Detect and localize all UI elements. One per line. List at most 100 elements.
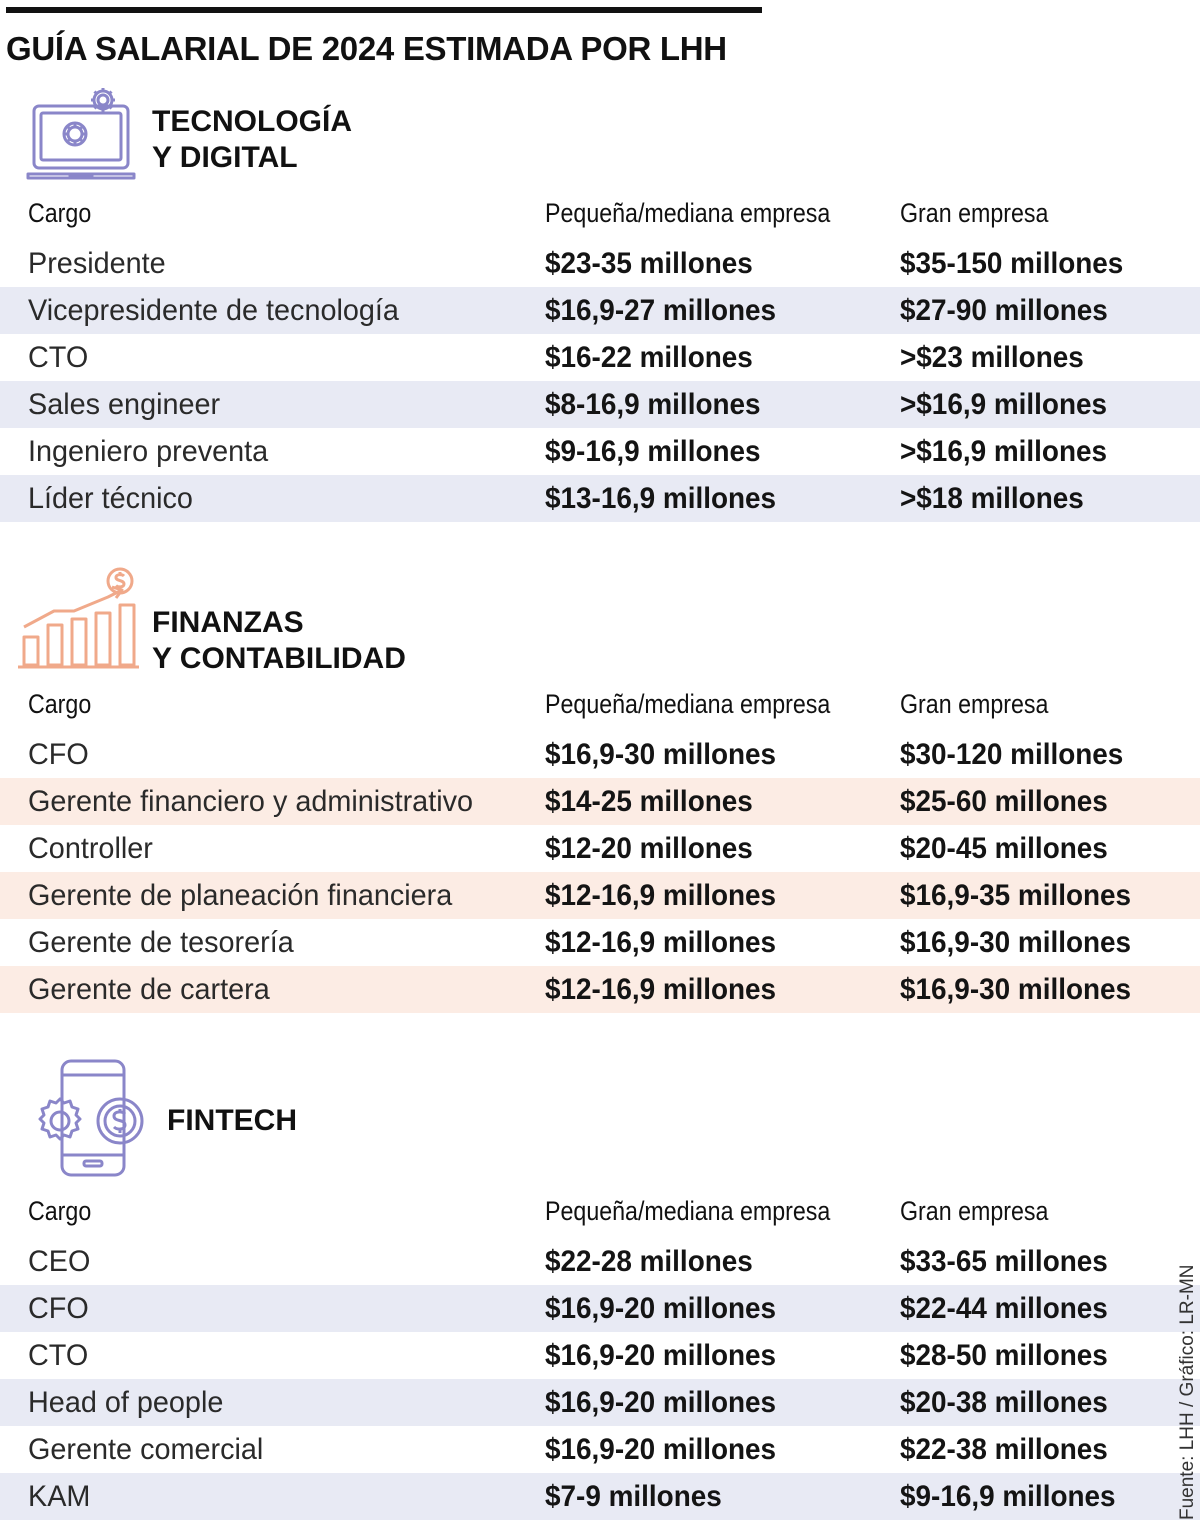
cell-cargo: CTO	[28, 1339, 89, 1372]
cell-salary: $12-16,9 millones	[545, 973, 777, 1006]
section-finanzas: FINANZAS Y CONTABILIDAD Cargo Pequeña/me…	[0, 567, 1200, 1013]
table-row: Gerente de cartera $12-16,9 millones $16,9…	[0, 966, 1200, 1013]
cell-cargo: Vicepresidente de tecnología	[28, 294, 399, 327]
cell-salary: $27-90 millones	[900, 294, 1108, 327]
cell-salary: $16,9-30 millones	[900, 973, 1132, 1006]
cell-salary: $23-35 millones	[545, 247, 753, 280]
phone-gear-dollar-icon	[38, 1059, 144, 1177]
cell-salary: $16-22 millones	[545, 341, 753, 374]
cell-salary: $30-120 millones	[900, 738, 1124, 771]
column-header-gran: Gran empresa	[900, 1196, 1049, 1226]
section-title-line: FINTECH	[167, 1104, 297, 1137]
section-title-line: Y DIGITAL	[152, 141, 298, 174]
column-header-pyme: Pequeña/mediana empresa	[545, 198, 831, 228]
section-header: TECNOLOGÍA Y DIGITAL	[0, 80, 1200, 190]
top-rule	[6, 7, 762, 13]
column-headers: Cargo Pequeña/mediana empresa Gran empre…	[0, 1188, 1200, 1238]
cell-salary: $12-20 millones	[545, 832, 753, 865]
column-header-gran: Gran empresa	[900, 198, 1049, 228]
section-tecnologia: TECNOLOGÍA Y DIGITAL Cargo Pequeña/media…	[0, 80, 1200, 522]
section-title: FINTECH	[167, 1103, 297, 1139]
laptop-gears-icon	[26, 88, 136, 180]
cell-cargo: CFO	[28, 1292, 89, 1325]
cell-cargo: Gerente comercial	[28, 1433, 264, 1466]
cell-cargo: Presidente	[28, 247, 166, 280]
section-header: FINANZAS Y CONTABILIDAD	[0, 567, 1200, 681]
column-header-cargo: Cargo	[28, 198, 92, 228]
cell-salary: $16,9-30 millones	[900, 926, 1132, 959]
cell-salary: $7-9 millones	[545, 1480, 722, 1513]
cell-salary: $33-65 millones	[900, 1245, 1108, 1278]
column-header-pyme: Pequeña/mediana empresa	[545, 689, 831, 719]
cell-cargo: Líder técnico	[28, 482, 193, 515]
cell-salary: $22-28 millones	[545, 1245, 753, 1278]
table-row: Gerente de tesorería $12-16,9 millones $16…	[0, 919, 1200, 966]
table-row: Presidente $23-35 millones $35-150 millone…	[0, 240, 1200, 287]
table-row: CTO $16-22 millones >$23 millones	[0, 334, 1200, 381]
cell-salary: $12-16,9 millones	[545, 926, 777, 959]
section-title: FINANZAS Y CONTABILIDAD	[152, 605, 406, 677]
cell-cargo: CEO	[28, 1245, 91, 1278]
section-header: FINTECH	[0, 1057, 1200, 1188]
cell-cargo: Gerente de planeación financiera	[28, 879, 453, 912]
cell-salary: >$16,9 millones	[900, 435, 1108, 468]
cell-salary: >$16,9 millones	[900, 388, 1108, 421]
cell-cargo: KAM	[28, 1480, 91, 1513]
table-row: KAM $7-9 millones $9-16,9 millones	[0, 1473, 1200, 1520]
table-row: CFO $16,9-20 millones $22-44 millones	[0, 1285, 1200, 1332]
table-row: Controller $12-20 millones $20-45 millones	[0, 825, 1200, 872]
table-row: Gerente de planeación financiera $12-16,9…	[0, 872, 1200, 919]
cell-cargo: CTO	[28, 341, 89, 374]
table-row: Sales engineer $8-16,9 millones >$16,9 mil…	[0, 381, 1200, 428]
table-row: Ingeniero preventa $9-16,9 millones >$16,9…	[0, 428, 1200, 475]
table-row: Gerente comercial $16,9-20 millones $22-38…	[0, 1426, 1200, 1473]
cell-salary: $20-45 millones	[900, 832, 1108, 865]
cell-salary: $35-150 millones	[900, 247, 1124, 280]
cell-salary: $28-50 millones	[900, 1339, 1108, 1372]
table-row: Gerente financiero y administrativo $14-2…	[0, 778, 1200, 825]
section-title-line: FINANZAS	[152, 606, 304, 639]
cell-salary: $16,9-27 millones	[545, 294, 777, 327]
source-credit: Fuente: LHH / Gráfico: LR-MN	[1177, 1264, 1198, 1520]
cell-cargo: Controller	[28, 832, 153, 865]
cell-salary: $9-16,9 millones	[545, 435, 761, 468]
cell-cargo: Head of people	[28, 1386, 224, 1419]
cell-salary: >$23 millones	[900, 341, 1084, 374]
cell-salary: $16,9-20 millones	[545, 1433, 777, 1466]
section-title-line: Y CONTABILIDAD	[152, 642, 406, 675]
cell-salary: $16,9-20 millones	[545, 1339, 777, 1372]
column-headers: Cargo Pequeña/mediana empresa Gran empre…	[0, 190, 1200, 240]
cell-salary: $13-16,9 millones	[545, 482, 777, 515]
cell-salary: $8-16,9 millones	[545, 388, 761, 421]
cell-salary: $16,9-35 millones	[900, 879, 1132, 912]
section-title-line: TECNOLOGÍA	[152, 105, 352, 138]
page-title: GUÍA SALARIAL DE 2024 ESTIMADA POR LHH	[6, 30, 727, 67]
cell-cargo: Gerente financiero y administrativo	[28, 785, 474, 818]
cell-salary: $16,9-30 millones	[545, 738, 777, 771]
table-row: Head of people $16,9-20 millones $20-38 mi…	[0, 1379, 1200, 1426]
cell-cargo: Gerente de cartera	[28, 973, 270, 1006]
section-title: TECNOLOGÍA Y DIGITAL	[152, 104, 352, 176]
cell-salary: $14-25 millones	[545, 785, 753, 818]
cell-cargo: Gerente de tesorería	[28, 926, 294, 959]
cell-salary: $16,9-20 millones	[545, 1292, 777, 1325]
table-row: CFO $16,9-30 millones $30-120 millones	[0, 731, 1200, 778]
table-row: Líder técnico $13-16,9 millones >$18 millo…	[0, 475, 1200, 522]
cell-salary: $12-16,9 millones	[545, 879, 777, 912]
cell-salary: $9-16,9 millones	[900, 1480, 1116, 1513]
cell-salary: >$18 millones	[900, 482, 1084, 515]
column-headers: Cargo Pequeña/mediana empresa Gran empre…	[0, 681, 1200, 731]
table-row: CTO $16,9-20 millones $28-50 millones	[0, 1332, 1200, 1379]
cell-salary: $25-60 millones	[900, 785, 1108, 818]
table-row: CEO $22-28 millones $33-65 millones	[0, 1238, 1200, 1285]
section-fintech: FINTECH Cargo Pequeña/mediana empresa Gr…	[0, 1057, 1200, 1520]
cell-cargo: Ingeniero preventa	[28, 435, 269, 468]
cell-salary: $22-44 millones	[900, 1292, 1108, 1325]
cell-salary: $16,9-20 millones	[545, 1386, 777, 1419]
growth-chart-dollar-icon	[18, 567, 139, 669]
column-header-pyme: Pequeña/mediana empresa	[545, 1196, 831, 1226]
cell-cargo: Sales engineer	[28, 388, 221, 421]
column-header-cargo: Cargo	[28, 1196, 92, 1226]
cell-salary: $22-38 millones	[900, 1433, 1108, 1466]
table-row: Vicepresidente de tecnología $16,9-27 mil…	[0, 287, 1200, 334]
